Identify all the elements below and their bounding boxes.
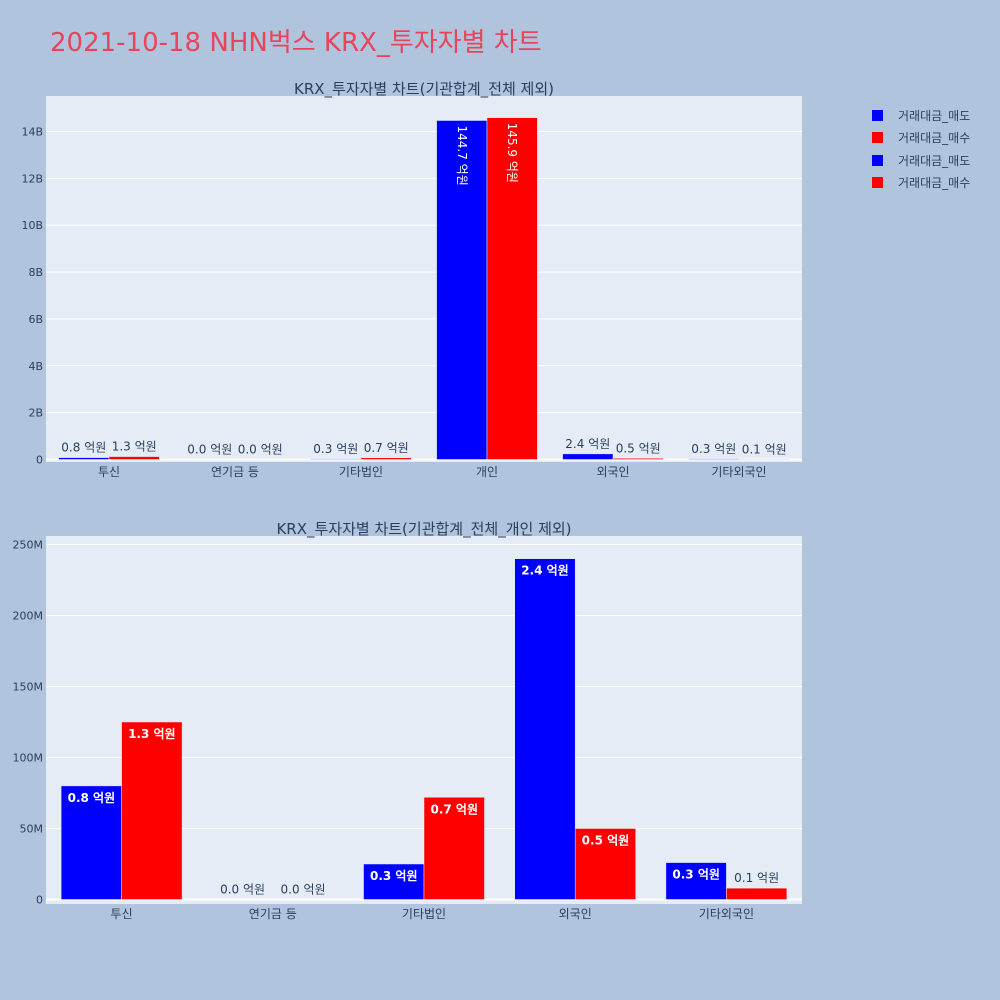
legend-swatch-buy (872, 132, 883, 144)
bar-label: 0.8 억원 (61, 441, 106, 455)
bar-label: 0.5 억원 (582, 834, 630, 848)
bar (688, 458, 740, 460)
x-tick-label: 기타법인 (339, 465, 383, 479)
x-tick-label: 기타외국인 (711, 465, 766, 479)
bar-label: 0.0 억원 (187, 443, 232, 457)
x-tick-label: 투신 (111, 907, 133, 921)
bar-label: 0.3 억원 (370, 869, 418, 883)
x-tick-label: 연기금 등 (211, 465, 259, 479)
y-tick-label: 0 (36, 894, 43, 907)
bar (58, 457, 110, 460)
y-tick-label: 2B (28, 407, 43, 420)
bar (726, 887, 788, 900)
y-tick-label: 150M (13, 681, 44, 694)
bar (562, 453, 614, 460)
bar-label: 0.8 억원 (68, 791, 116, 805)
plot-area (46, 96, 802, 462)
bar-label: 0.3 억원 (691, 442, 736, 456)
y-tick-label: 6B (28, 313, 43, 326)
y-tick-label: 12B (21, 172, 43, 185)
bar (121, 721, 183, 900)
y-tick-label: 10B (21, 219, 43, 232)
bar-label: 0.7 억원 (430, 802, 478, 816)
bar (665, 862, 727, 900)
legend-item-buy[interactable]: 거래대금_매수 (872, 172, 970, 195)
y-tick-label: 200M (13, 610, 44, 623)
x-tick-label: 외국인 (596, 465, 629, 479)
bar-label: 2.4 억원 (521, 564, 569, 578)
chart-title: KRX_투자자별 차트(기관합계_전체 제외) (294, 80, 554, 99)
x-tick-label: 개인 (476, 465, 498, 479)
bar-label: 0.7 억원 (364, 441, 409, 455)
y-tick-label: 14B (21, 126, 43, 139)
legend-label: 거래대금_매도 (898, 153, 971, 168)
bar-label: 0.0 억원 (238, 443, 283, 457)
x-tick-label: 기타외국인 (699, 907, 754, 921)
bar (612, 458, 664, 460)
legend-label: 거래대금_매도 (898, 108, 971, 123)
y-tick-label: 4B (28, 360, 43, 373)
bar (514, 558, 576, 900)
bar-label: 2.4 억원 (565, 437, 610, 451)
y-tick-label: 50M (20, 823, 44, 836)
bar-label: 0.0 억원 (281, 883, 326, 897)
bar (436, 120, 488, 460)
legend-swatch-buy (872, 177, 883, 189)
legend-swatch-sell (872, 154, 883, 166)
bar-label: 1.3 억원 (128, 727, 176, 741)
bar-label: 0.5 억원 (616, 441, 661, 455)
x-tick-label: 기타법인 (402, 907, 446, 921)
chart-title: KRX_투자자별 차트(기관합계_전체_개인 제외) (276, 520, 571, 539)
y-tick-label: 100M (13, 752, 44, 765)
bar-label: 0.3 억원 (672, 868, 720, 882)
bar-label: 0.3 억원 (313, 442, 358, 456)
legend: 거래대금_매도 거래대금_매수 거래대금_매도 거래대금_매수 (872, 104, 970, 194)
legend-item-sell[interactable]: 거래대금_매도 (872, 149, 970, 172)
y-tick-label: 0 (36, 454, 43, 467)
y-tick-label: 8B (28, 266, 43, 279)
legend-item-sell[interactable]: 거래대금_매도 (872, 104, 970, 127)
legend-swatch-sell (872, 109, 883, 121)
page-title: 2021-10-18 NHN벅스 KRX_투자자별 차트 (50, 28, 542, 58)
bar (108, 456, 160, 460)
bar-label: 0.1 억원 (734, 871, 779, 885)
legend-label: 거래대금_매수 (898, 176, 971, 191)
bar (60, 785, 122, 900)
bar-label: 145.9 억원 (505, 123, 519, 183)
x-tick-label: 투신 (98, 465, 120, 479)
bar (310, 458, 362, 460)
bar (486, 117, 538, 460)
bar (360, 457, 412, 460)
bar (423, 797, 485, 900)
bar (574, 828, 636, 900)
x-tick-label: 외국인 (559, 907, 592, 921)
bar-label: 1.3 억원 (112, 440, 157, 454)
bar-label: 0.0 억원 (220, 883, 265, 897)
legend-item-buy[interactable]: 거래대금_매수 (872, 127, 970, 150)
bar-label: 144.7 억원 (455, 125, 469, 185)
bar-label: 0.1 억원 (742, 442, 787, 456)
x-tick-label: 연기금 등 (249, 907, 297, 921)
y-tick-label: 250M (13, 539, 44, 552)
legend-label: 거래대금_매수 (898, 131, 971, 146)
